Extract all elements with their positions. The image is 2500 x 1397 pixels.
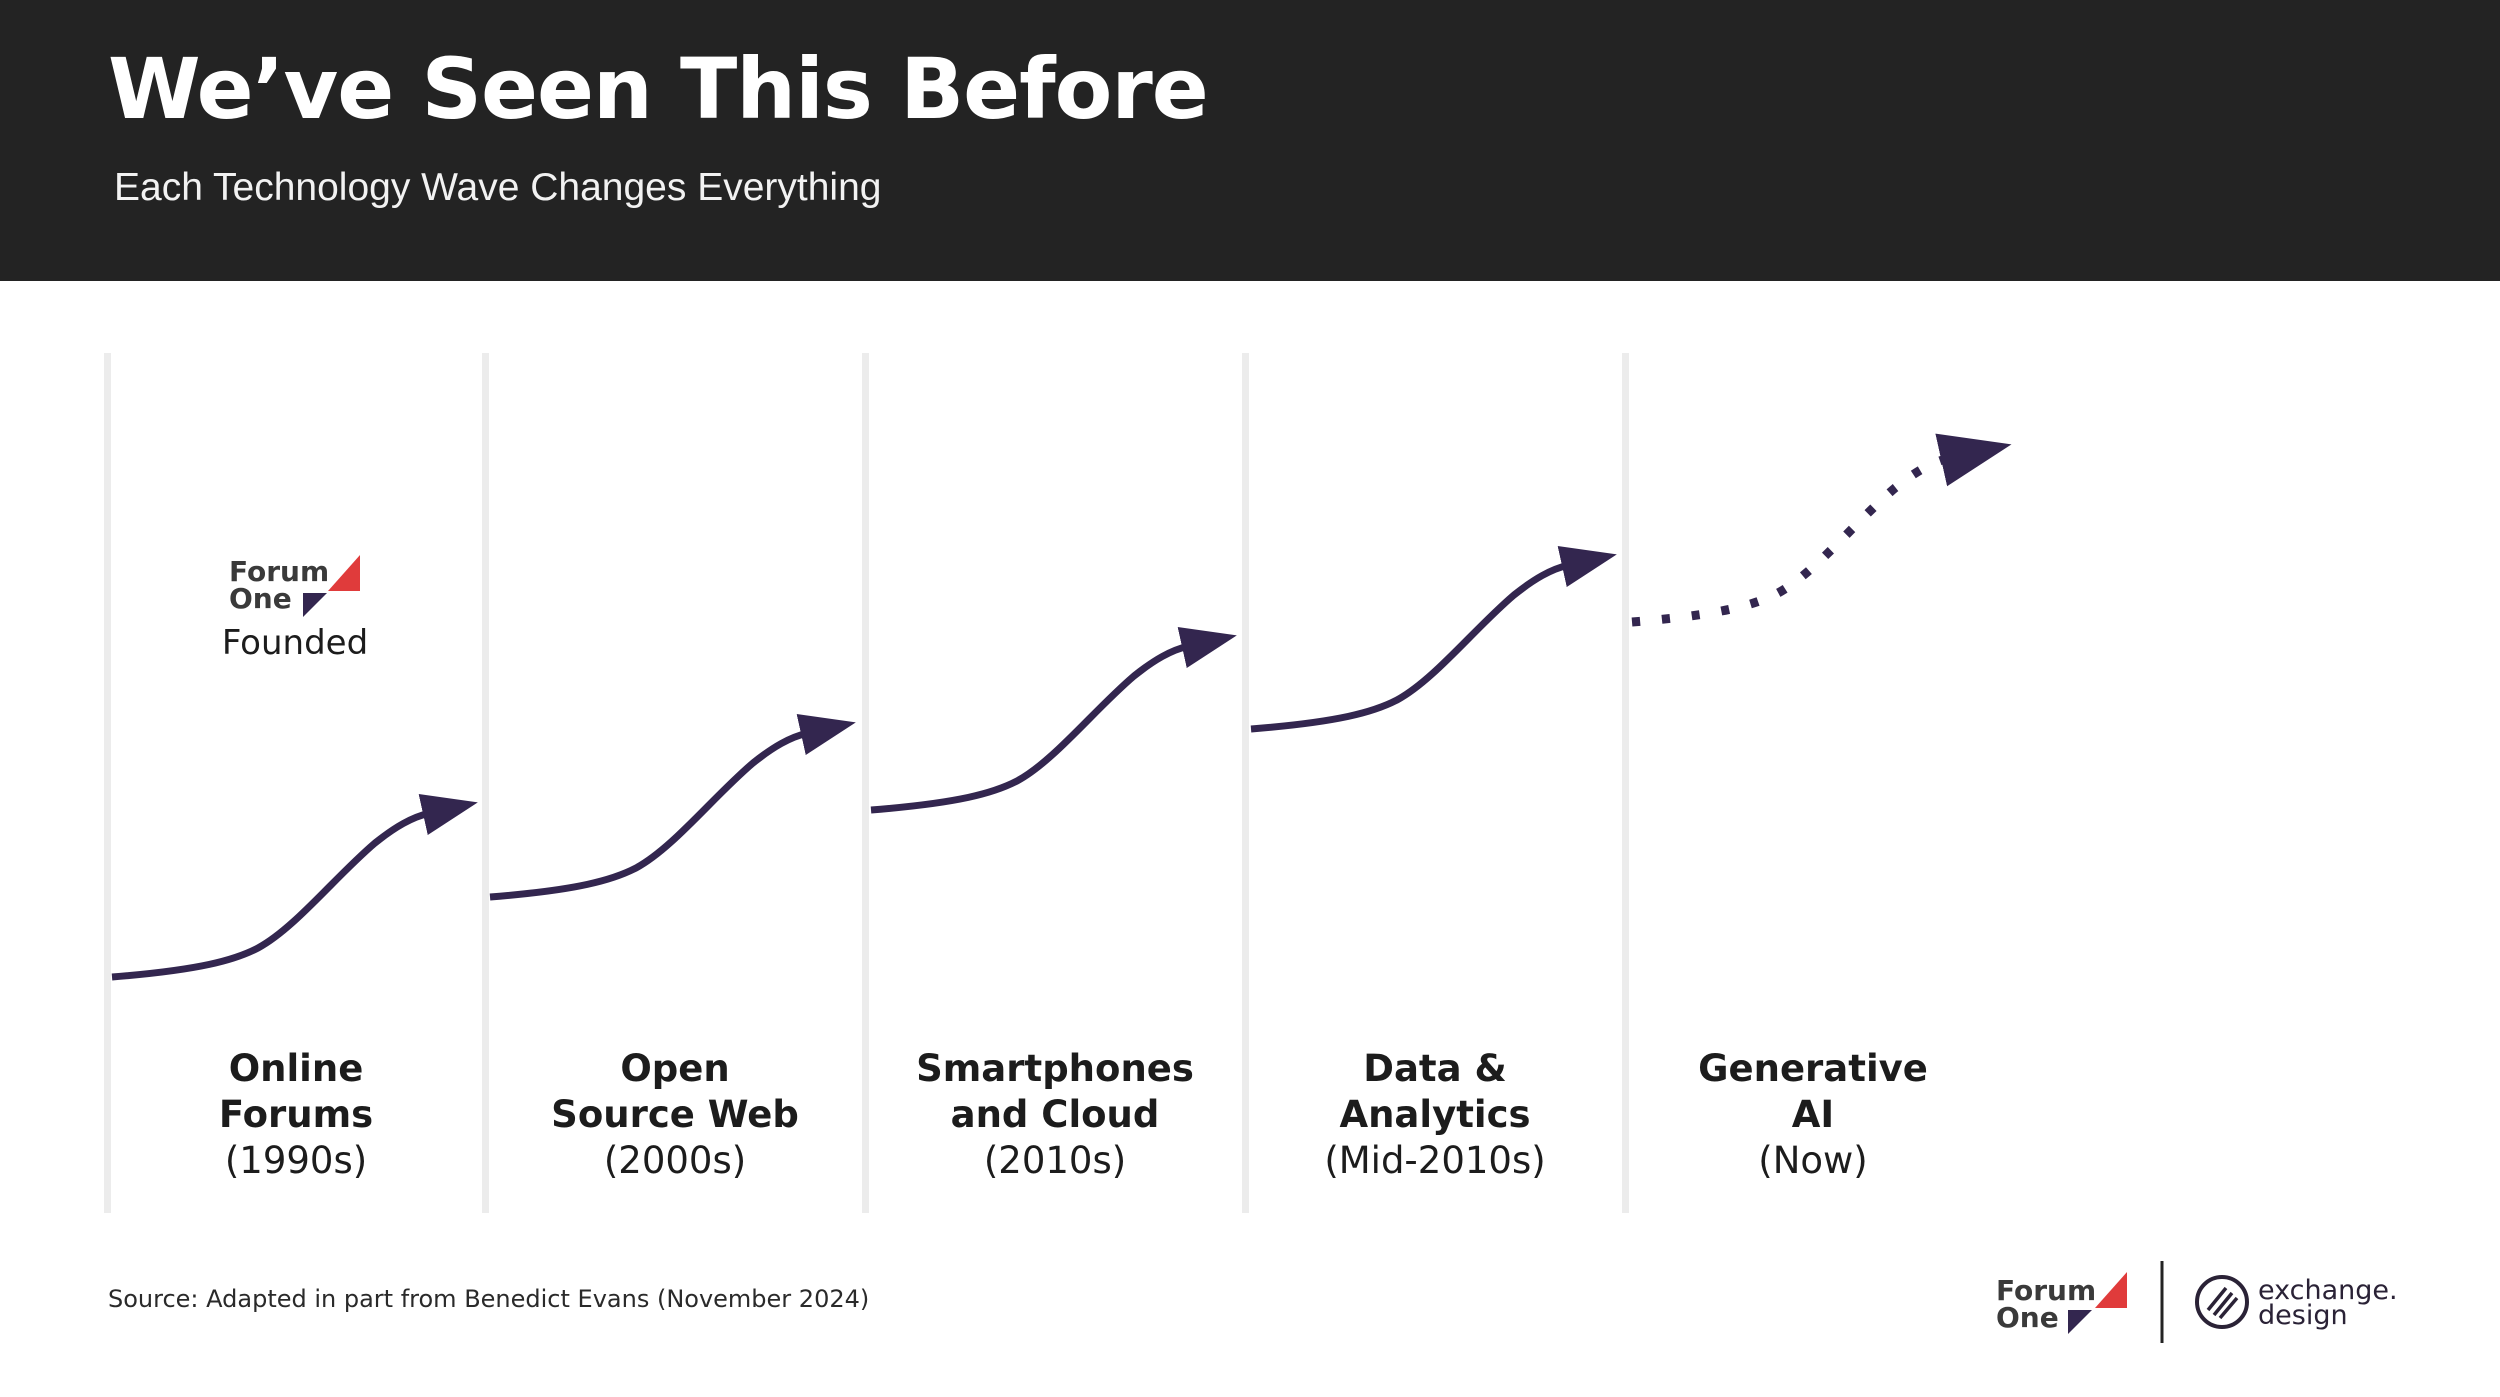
logo-red-triangle	[328, 555, 360, 591]
wave-name-line2: Source Web	[551, 1093, 799, 1136]
wave-label-data-analytics: Data & Analytics (Mid-2010s)	[1255, 1046, 1615, 1184]
footer-logo-word-forum: Forum	[1996, 1274, 2096, 1307]
exchange-design-mark-icon	[2195, 1275, 2249, 1329]
wave-curve-open-source-web	[489, 714, 856, 901]
wave-name-line1: Generative	[1698, 1047, 1928, 1090]
wave-label-smartphones-cloud: Smartphones and Cloud (2010s)	[875, 1046, 1235, 1184]
source-note: Source: Adapted in part from Benedict Ev…	[108, 1285, 870, 1313]
design-word: design	[2258, 1300, 2348, 1331]
footer-logo-red-triangle	[2095, 1272, 2127, 1308]
divider-4	[1242, 353, 1249, 1213]
wave-period: (2010s)	[983, 1139, 1127, 1182]
wave-curve-generative-ai	[1631, 433, 2012, 627]
divider-2	[482, 353, 489, 1213]
wave-curve-smartphones-cloud	[870, 627, 1237, 814]
page-title: We’ve Seen This Before	[108, 40, 1209, 138]
wave-name-line1: Smartphones	[916, 1047, 1194, 1090]
footer-logo-word-one: One	[1996, 1301, 2059, 1334]
page-subtitle: Each Technology Wave Changes Everything	[114, 166, 882, 209]
wave-name-line1: Open	[620, 1047, 730, 1090]
wave-curve-online-forums	[111, 794, 478, 981]
exchange-word: exchange.	[2258, 1275, 2398, 1306]
founded-caption: Founded	[221, 623, 369, 663]
founded-marker: Forum One Founded	[175, 555, 415, 663]
divider-5	[1622, 353, 1629, 1213]
wave-period: (Mid-2010s)	[1324, 1139, 1546, 1182]
divider-1	[104, 353, 111, 1213]
logo-word-forum: Forum	[229, 555, 329, 588]
logo-purple-triangle	[303, 593, 327, 617]
wave-label-online-forums: Online Forums (1990s)	[116, 1046, 476, 1184]
wave-period: (1990s)	[224, 1139, 368, 1182]
forum-one-logo: Forum One	[229, 555, 360, 617]
logo-word-one: One	[229, 582, 292, 615]
wave-name-line1: Online	[228, 1047, 364, 1090]
footer-logo-purple-triangle	[2068, 1310, 2092, 1334]
divider-3	[862, 353, 869, 1213]
wave-curve-data-analytics	[1250, 546, 1617, 733]
footer-logos: Forum One exchange. design	[1996, 1261, 2398, 1343]
wave-name-line1: Data &	[1363, 1047, 1507, 1090]
wave-label-open-source-web: Open Source Web (2000s)	[495, 1046, 855, 1184]
header-banner: We’ve Seen This Before Each Technology W…	[0, 0, 2500, 281]
wave-name-line2: Forums	[218, 1093, 374, 1136]
footer-forum-one-logo: Forum One	[1996, 1272, 2127, 1334]
wave-label-generative-ai: Generative AI (Now)	[1633, 1046, 1993, 1184]
wave-name-line2: and Cloud	[950, 1093, 1160, 1136]
wave-period: (Now)	[1758, 1139, 1868, 1182]
wave-name-line2: AI	[1791, 1093, 1835, 1136]
exchange-design-logo: exchange. design	[2195, 1275, 2398, 1331]
wave-period: (2000s)	[603, 1139, 747, 1182]
wave-name-line2: Analytics	[1339, 1093, 1531, 1136]
